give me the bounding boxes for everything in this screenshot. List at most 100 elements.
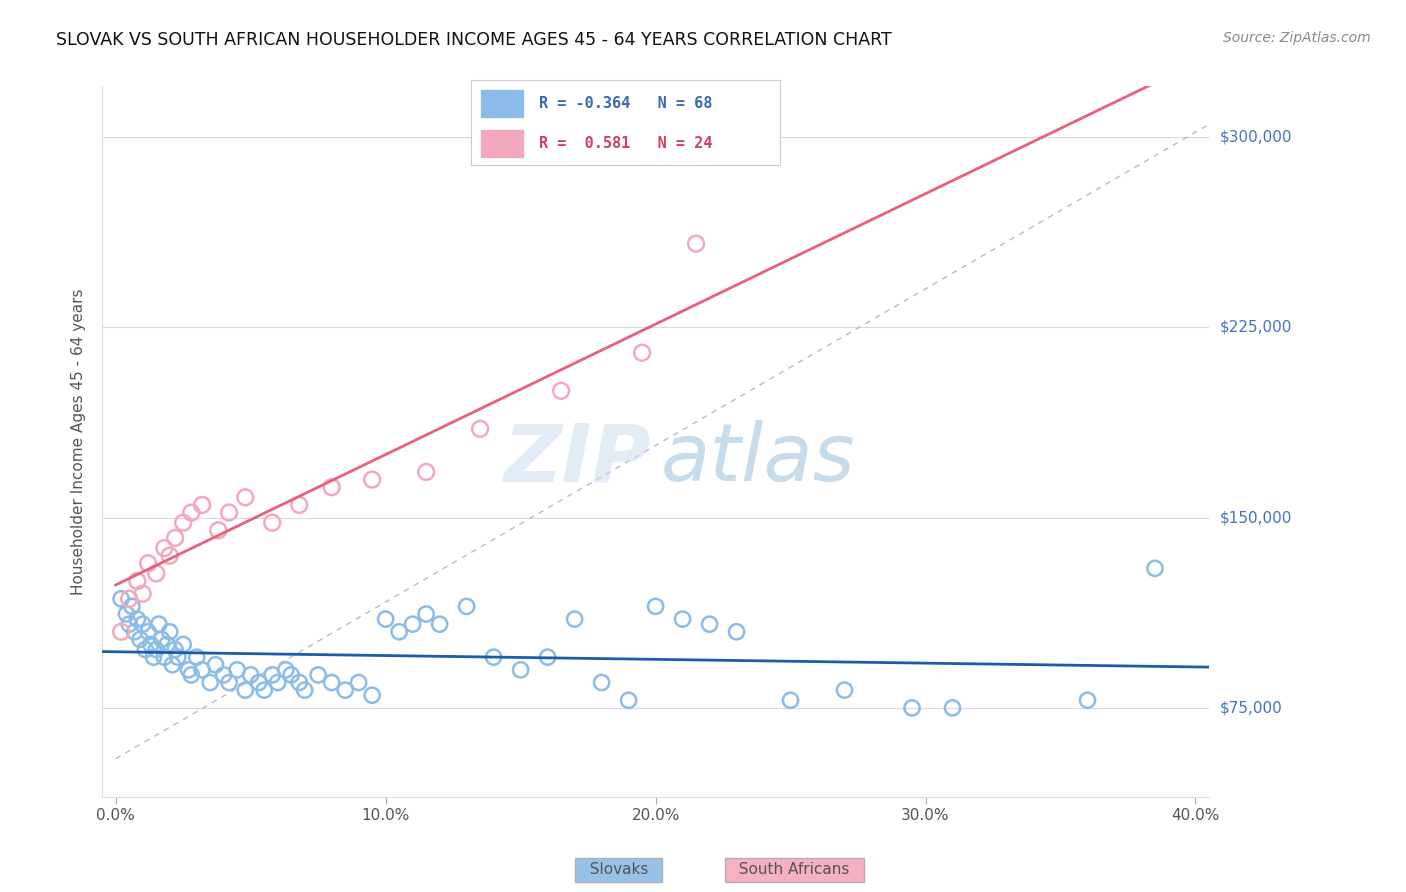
Point	[333, 683, 356, 698]
Point	[415, 607, 437, 621]
Point	[834, 683, 856, 698]
Point	[131, 587, 153, 601]
Point	[204, 657, 226, 672]
Point	[162, 657, 184, 672]
Point	[145, 642, 167, 657]
Text: atlas: atlas	[661, 420, 856, 499]
Point	[347, 675, 370, 690]
Point	[644, 599, 666, 614]
Point	[401, 617, 423, 632]
Point	[127, 574, 149, 588]
Point	[131, 617, 153, 632]
Text: R =  0.581   N = 24: R = 0.581 N = 24	[538, 136, 713, 151]
Point	[321, 675, 343, 690]
Text: $225,000: $225,000	[1220, 320, 1292, 334]
Text: $300,000: $300,000	[1220, 129, 1292, 145]
Point	[115, 607, 138, 621]
Point	[180, 668, 202, 682]
Point	[156, 637, 179, 651]
Point	[233, 683, 256, 698]
Point	[262, 668, 284, 682]
Point	[136, 556, 159, 570]
FancyBboxPatch shape	[481, 128, 523, 158]
Point	[321, 480, 343, 494]
Point	[509, 663, 531, 677]
Point	[186, 650, 208, 665]
Point	[631, 345, 654, 359]
Point	[617, 693, 640, 707]
Point	[212, 668, 235, 682]
Point	[172, 637, 194, 651]
Point	[191, 498, 214, 512]
Point	[124, 624, 146, 639]
Text: Slovaks: Slovaks	[579, 863, 658, 877]
Point	[159, 549, 181, 563]
Point	[307, 668, 329, 682]
Point	[274, 663, 297, 677]
Point	[226, 663, 249, 677]
Point	[136, 624, 159, 639]
Point	[262, 516, 284, 530]
Point	[239, 668, 262, 682]
Point	[415, 465, 437, 479]
Point	[218, 506, 240, 520]
Point	[266, 675, 288, 690]
Point	[468, 422, 491, 436]
Point	[180, 506, 202, 520]
Point	[388, 624, 411, 639]
Point	[564, 612, 586, 626]
Point	[121, 599, 143, 614]
Text: Source: ZipAtlas.com: Source: ZipAtlas.com	[1223, 31, 1371, 45]
Text: South Africans: South Africans	[730, 863, 859, 877]
Point	[253, 683, 276, 698]
Point	[145, 566, 167, 581]
Point	[456, 599, 478, 614]
Point	[134, 642, 156, 657]
Text: R = -0.364   N = 68: R = -0.364 N = 68	[538, 96, 713, 112]
Point	[153, 541, 176, 555]
Point	[685, 236, 707, 251]
Point	[165, 531, 187, 545]
Point	[118, 617, 141, 632]
Point	[294, 683, 316, 698]
Point	[127, 612, 149, 626]
Point	[191, 663, 214, 677]
Point	[280, 668, 302, 682]
Text: ZIP: ZIP	[503, 420, 650, 499]
Point	[142, 650, 165, 665]
Point	[591, 675, 613, 690]
Point	[941, 701, 963, 715]
Point	[288, 675, 311, 690]
Point	[429, 617, 451, 632]
Point	[129, 632, 152, 647]
Point	[110, 624, 132, 639]
Point	[165, 642, 187, 657]
Point	[233, 491, 256, 505]
Point	[150, 632, 173, 647]
Point	[110, 591, 132, 606]
Point	[901, 701, 924, 715]
Point	[148, 617, 170, 632]
Point	[153, 650, 176, 665]
Point	[361, 688, 384, 702]
Point	[699, 617, 721, 632]
Point	[1143, 561, 1166, 575]
Point	[536, 650, 558, 665]
Text: $150,000: $150,000	[1220, 510, 1292, 525]
Point	[779, 693, 801, 707]
Point	[139, 637, 162, 651]
Text: SLOVAK VS SOUTH AFRICAN HOUSEHOLDER INCOME AGES 45 - 64 YEARS CORRELATION CHART: SLOVAK VS SOUTH AFRICAN HOUSEHOLDER INCO…	[56, 31, 891, 49]
Text: $75,000: $75,000	[1220, 700, 1282, 715]
Point	[361, 473, 384, 487]
Point	[247, 675, 270, 690]
Point	[118, 591, 141, 606]
Point	[177, 663, 200, 677]
Point	[207, 524, 229, 538]
Y-axis label: Householder Income Ages 45 - 64 years: Householder Income Ages 45 - 64 years	[72, 288, 86, 595]
Point	[671, 612, 693, 626]
Point	[288, 498, 311, 512]
Point	[482, 650, 505, 665]
Point	[198, 675, 221, 690]
Point	[218, 675, 240, 690]
Point	[550, 384, 572, 398]
